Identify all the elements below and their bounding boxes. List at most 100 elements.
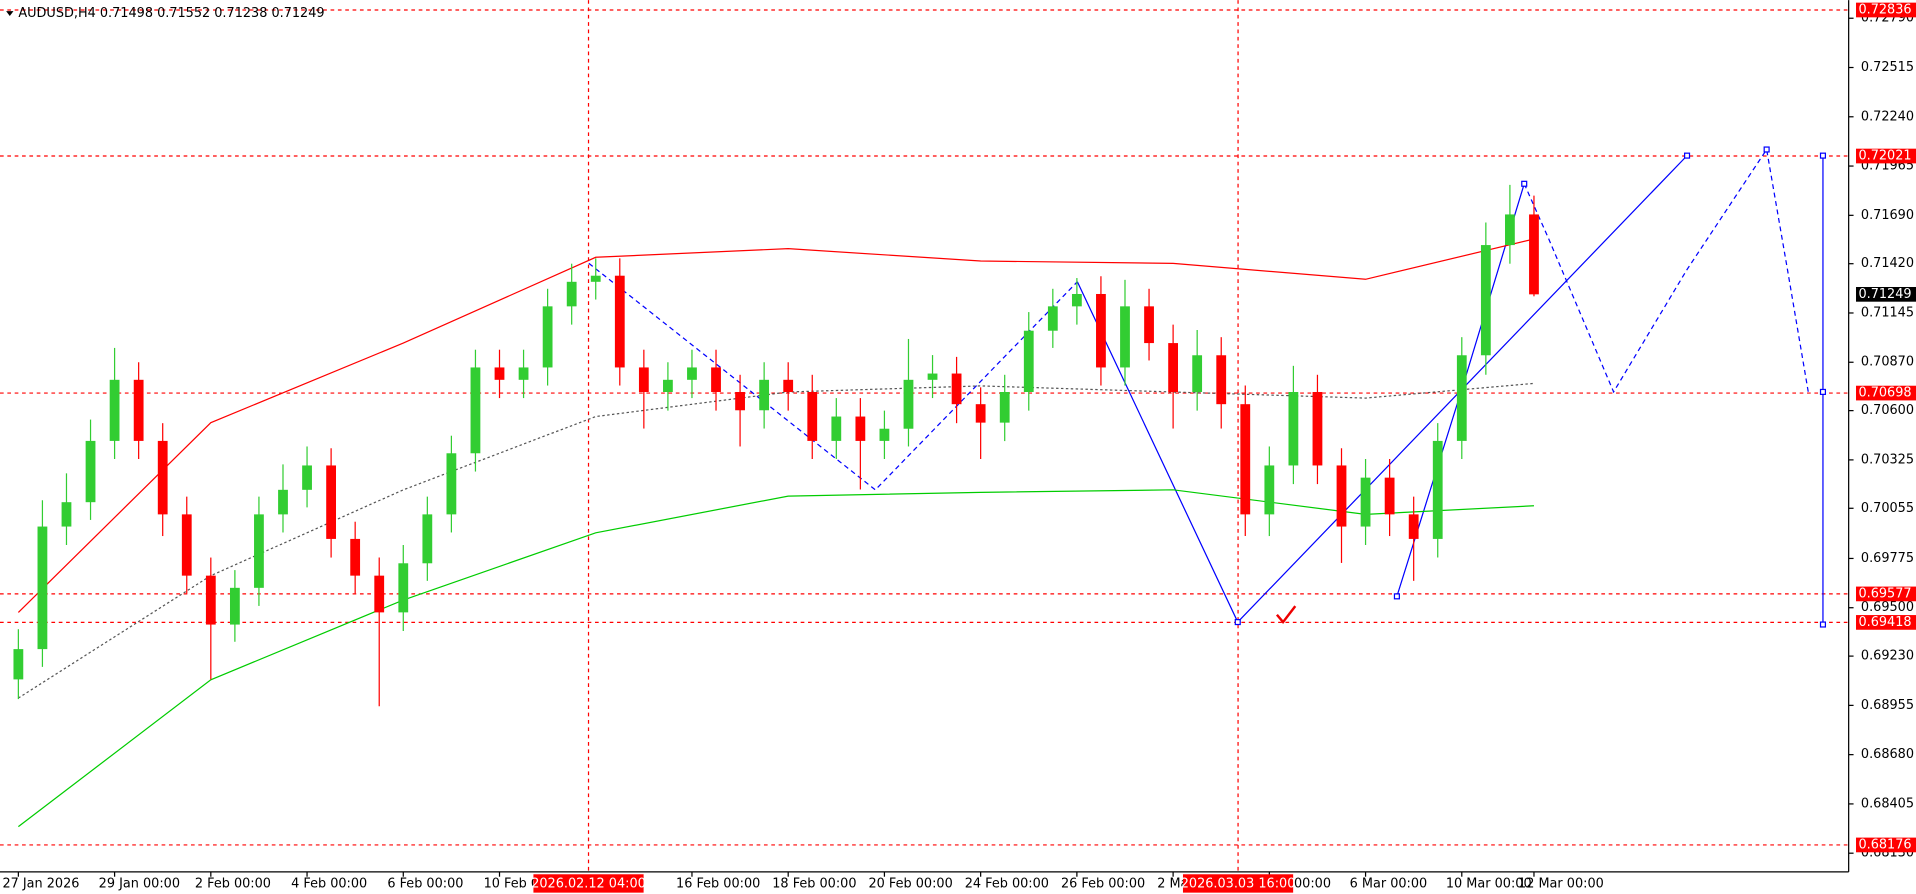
candle-body [879, 428, 890, 441]
candle-body [1216, 355, 1227, 405]
candle-body [1192, 355, 1203, 392]
candle-body [1505, 214, 1515, 246]
x-tick-label: 24 Feb 00:00 [965, 877, 1049, 892]
chart-header: AUDUSD,H4 0.71498 0.71552 0.71238 0.7124… [18, 6, 324, 21]
candle-body [326, 465, 337, 539]
anchor [1683, 152, 1691, 159]
candle-body [350, 538, 361, 576]
candle-body [687, 367, 697, 380]
anchor [1521, 180, 1528, 187]
x-tick-label: 18 Feb 00:00 [772, 877, 856, 892]
x-tick-label: 2 Feb 00:00 [195, 877, 271, 892]
current-price-label: 0.71249 [1858, 287, 1911, 302]
candle-body [1384, 477, 1395, 515]
x-tick-label: 16 Feb 00:00 [676, 877, 760, 892]
level-label-bg [1856, 837, 1916, 853]
candle-body [783, 379, 794, 392]
indicator-line [17, 489, 1534, 828]
level-label: 0.70698 [1858, 386, 1911, 401]
y-tick-label: 0.70870 [1861, 355, 1914, 370]
level-label-bg [1856, 586, 1916, 602]
anchor [1763, 146, 1770, 153]
candle-body [1144, 306, 1154, 344]
y-tick-label: 0.68680 [1861, 747, 1914, 762]
candle-body [254, 514, 264, 588]
y-tick-label: 0.70600 [1861, 403, 1914, 418]
y-tick-label: 0.68405 [1861, 796, 1914, 811]
x-tick-label: 12 Mar 00:00 [1518, 877, 1604, 892]
pattern-drawings [588, 146, 1827, 628]
level-label: 0.69418 [1858, 615, 1911, 630]
x-tick-label: 26 Feb 00:00 [1061, 877, 1145, 892]
candle-body [446, 453, 457, 515]
candle-body [1529, 214, 1539, 295]
level-label-bg [1856, 2, 1916, 18]
candle-body [927, 373, 938, 380]
candle-body [422, 514, 433, 564]
candle-body [614, 275, 625, 368]
level-label-bg [1856, 148, 1916, 164]
candle-body [398, 563, 409, 613]
candle-body [37, 526, 48, 650]
candle-body [1264, 465, 1275, 515]
y-tick-label: 0.71420 [1861, 256, 1914, 271]
candle-body [13, 649, 24, 680]
x-tick-label: 27 Jan 2026 [2, 877, 79, 892]
level-label: 0.68176 [1858, 837, 1911, 852]
x-tick-label: 6 Feb 00:00 [387, 877, 463, 892]
candle-body [1312, 391, 1323, 466]
candle-body [1096, 293, 1106, 368]
candle-body [759, 379, 770, 411]
anchor [1819, 152, 1827, 159]
candle-body [229, 587, 240, 625]
candle-body [157, 440, 168, 515]
candle-body [1360, 477, 1371, 527]
time-marker-label: 2026.02.12 04:00 [531, 877, 646, 892]
candle-body [1408, 514, 1419, 539]
anchor [1234, 619, 1241, 626]
candle-body [1336, 465, 1347, 527]
candle-body [374, 575, 385, 613]
anchor [1393, 593, 1400, 600]
candle-body [951, 373, 962, 405]
y-tick-label: 0.69775 [1861, 551, 1914, 566]
candle-body [975, 404, 986, 423]
y-tick-label: 0.69230 [1861, 649, 1914, 664]
candle-body [1288, 391, 1299, 466]
x-tick-label: 4 Feb 00:00 [291, 877, 367, 892]
candle-body [999, 391, 1010, 423]
candle-body [181, 514, 192, 576]
x-tick-label: 6 Mar 00:00 [1350, 877, 1428, 892]
candle-body [518, 367, 529, 380]
candle-body [1456, 355, 1467, 441]
indicator-line [17, 238, 1535, 613]
candle-body [903, 379, 914, 429]
y-tick-label: 0.68955 [1861, 698, 1914, 713]
candle-body [1432, 440, 1443, 539]
candle-body [1240, 404, 1251, 515]
time-marker-label-bg [533, 874, 644, 893]
y-tick-label: 0.72240 [1861, 109, 1914, 124]
level-label: 0.72836 [1858, 2, 1911, 17]
candle-body [807, 391, 818, 441]
level-label-bg [1856, 615, 1916, 630]
candle-body [1120, 306, 1130, 368]
level-label: 0.69577 [1858, 586, 1911, 601]
y-tick-label: 0.69500 [1861, 600, 1914, 615]
candle-body [1023, 330, 1034, 392]
anchor [1819, 621, 1827, 628]
level-label: 0.72021 [1858, 149, 1911, 164]
candle-body [85, 440, 96, 503]
x-tick-label: 20 Feb 00:00 [869, 877, 953, 892]
candle-body [590, 275, 601, 282]
check-mark [1275, 605, 1297, 625]
y-tick-label: 0.70055 [1861, 501, 1914, 516]
projection [1523, 147, 1809, 394]
anchor [1819, 388, 1827, 395]
x-tick-label: 10 Mar 00:00 [1446, 877, 1532, 892]
y-tick-label: 0.72515 [1861, 60, 1914, 75]
y-tick-label: 0.71690 [1861, 208, 1914, 223]
candle-body [566, 281, 577, 307]
